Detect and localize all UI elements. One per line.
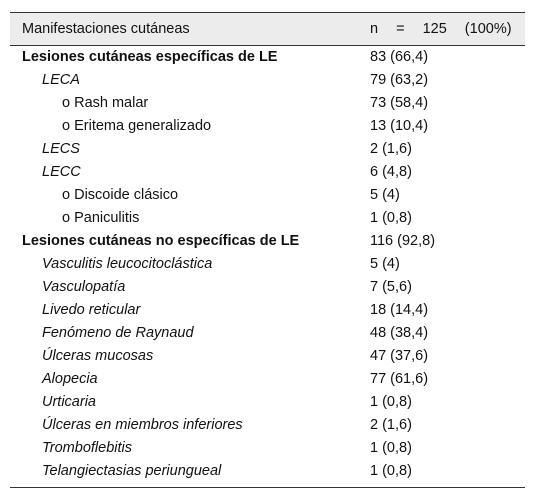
row-value: 77 (61,6) xyxy=(370,371,429,387)
header-cell: Manifestaciones cutáneas xyxy=(22,21,190,37)
row-value: 2 (1,6) xyxy=(370,417,412,433)
row-label: o Eritema generalizado xyxy=(62,118,212,134)
row-label: Tromboflebitis xyxy=(42,440,132,456)
row-value: 1 (0,8) xyxy=(370,394,412,410)
row-value: 1 (0,8) xyxy=(370,463,412,479)
row-value: 13 (10,4) xyxy=(370,118,429,134)
row-label: o Rash malar xyxy=(62,95,149,111)
row-value: 1 (0,8) xyxy=(370,440,412,456)
row-value: 5 (4) xyxy=(370,256,400,272)
row-label: o Paniculitis xyxy=(62,210,140,226)
row-label: Úlceras mucosas xyxy=(42,348,154,364)
table-header: Manifestaciones cutáneas n = 125 (100%) xyxy=(10,13,525,46)
row-value: 18 (14,4) xyxy=(370,302,429,318)
row-label: Lesiones cutáneas específicas de LE xyxy=(22,49,278,65)
row-value: 2 (1,6) xyxy=(370,141,412,157)
row-value: 73 (58,4) xyxy=(370,95,429,111)
row-label: Urticaria xyxy=(42,394,96,410)
row-label: Vasculopatía xyxy=(42,279,126,295)
row-label: Alopecia xyxy=(42,371,98,387)
row-label: Úlceras en miembros inferiores xyxy=(42,417,243,433)
row-label: Lesiones cutáneas no específicas de LE xyxy=(22,233,300,249)
row-label: Livedo reticular xyxy=(42,302,141,318)
row-value: 79 (63,2) xyxy=(370,72,429,88)
row-value: 48 (38,4) xyxy=(370,325,429,341)
row-value: 7 (5,6) xyxy=(370,279,412,295)
row-label: LECA xyxy=(42,72,80,88)
row-value: 116 (92,8) xyxy=(370,233,436,249)
row-value: 1 (0,8) xyxy=(370,210,412,226)
row-label: LECS xyxy=(42,141,80,157)
table: Manifestaciones cutáneas n = 125 (100%) … xyxy=(10,12,525,488)
row-label: Fenómeno de Raynaud xyxy=(42,325,194,341)
row-value: 47 (37,6) xyxy=(370,348,429,364)
row-value: 83 (66,4) xyxy=(370,49,429,65)
row-label: o Discoide clásico xyxy=(62,187,179,203)
row-label: Vasculitis leucocitoclástica xyxy=(42,256,213,272)
row-value: 5 (4) xyxy=(370,187,400,203)
header-cell: n = 125 (100%) xyxy=(370,21,512,37)
row-label: LECC xyxy=(42,164,81,180)
row-value: 6 (4,8) xyxy=(370,164,412,180)
row-label: Telangiectasias periungueal xyxy=(42,463,222,479)
